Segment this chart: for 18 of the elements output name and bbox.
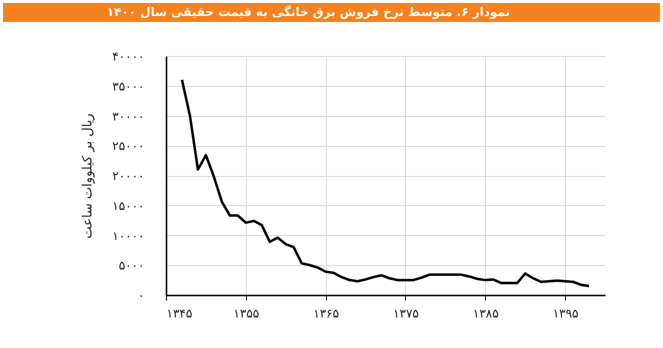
x-tick-label: ۱۳۶۵ (313, 306, 340, 320)
y-tick-label: ۳۵۰۰۰ (112, 79, 144, 94)
chart-title: نمودار ۶. متوسط نرخ فروش برق خانگی به قیمت حقیقی سال ۱۴۰۰ (3, 3, 660, 22)
y-tick-label: ۵۰۰۰ (118, 258, 144, 273)
y-axis-title: ریال بر کیلووات ساعت (80, 113, 96, 239)
x-tick-label: ۱۳۷۵ (393, 306, 419, 320)
x-tick-label: ۱۳۹۵ (552, 306, 578, 320)
y-tick-label: ۱۵۰۰۰ (112, 198, 144, 213)
y-tick-label: ۲۵۰۰۰ (112, 139, 144, 154)
y-tick-label: ۴۰۰۰۰ (112, 50, 144, 64)
y-tick-label: ۱۰۰۰۰ (112, 228, 144, 243)
y-tick-label: ۳۰۰۰۰ (112, 109, 144, 124)
x-tick-label: ۱۳۴۵ (166, 306, 192, 320)
x-tick-label: ۱۳۵۵ (233, 306, 260, 320)
x-tick-label: ۱۳۸۵ (472, 306, 499, 320)
line-series (180, 78, 590, 288)
y-tick-label: ۲۰۰۰۰ (112, 169, 144, 183)
y-tick-label: ۰ (138, 288, 144, 302)
